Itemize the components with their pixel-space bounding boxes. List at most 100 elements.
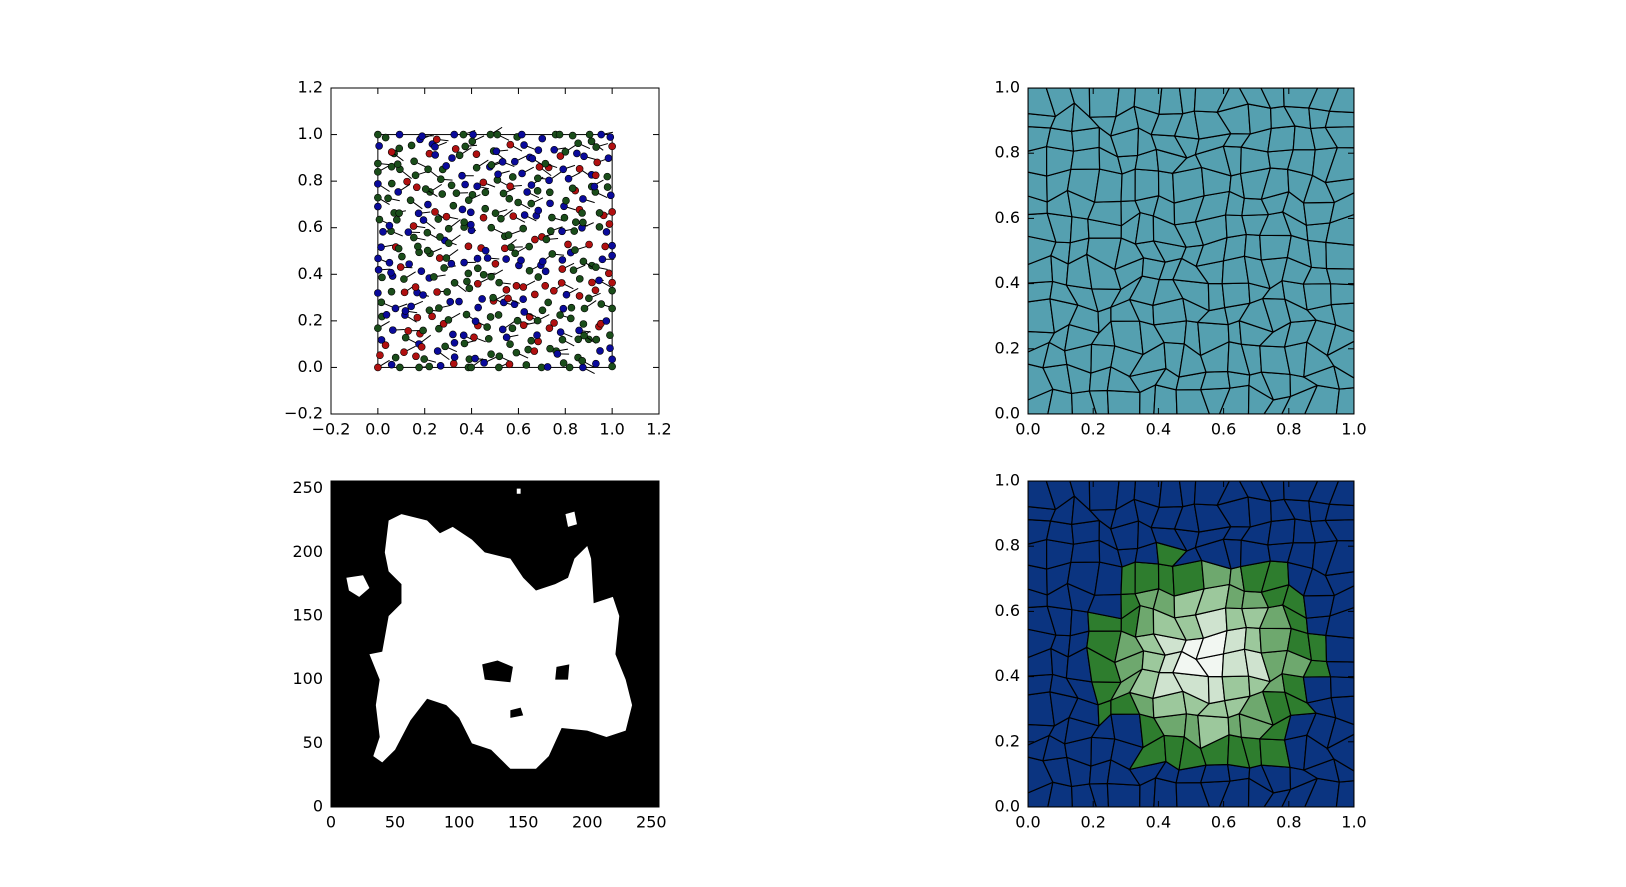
point xyxy=(559,359,568,367)
y-tick-label: 0.6 xyxy=(995,208,1020,227)
point xyxy=(465,284,474,293)
point xyxy=(483,323,491,331)
point xyxy=(579,218,587,227)
point xyxy=(447,181,456,190)
point xyxy=(527,181,536,189)
cell xyxy=(1330,302,1354,333)
cell xyxy=(1069,88,1091,119)
point xyxy=(455,151,464,160)
point xyxy=(464,196,473,204)
point xyxy=(404,327,412,335)
point xyxy=(384,194,392,203)
cell xyxy=(1307,239,1328,270)
point xyxy=(425,306,434,315)
point xyxy=(407,302,415,311)
y-tick-label: 1.2 xyxy=(298,78,323,97)
point xyxy=(564,240,572,249)
point xyxy=(608,241,616,250)
point xyxy=(528,154,537,163)
plot-area xyxy=(374,126,616,374)
x-tick-label: 150 xyxy=(508,813,539,832)
cell xyxy=(1133,88,1163,116)
point xyxy=(421,185,430,193)
point xyxy=(506,340,514,348)
cell xyxy=(1324,126,1354,149)
cell xyxy=(1307,632,1328,663)
point xyxy=(483,254,492,262)
point xyxy=(398,252,406,261)
point xyxy=(377,336,386,344)
point xyxy=(495,278,503,287)
point xyxy=(530,347,539,355)
point xyxy=(411,171,420,180)
point xyxy=(395,209,403,217)
point xyxy=(468,190,477,199)
image-mask xyxy=(346,488,633,769)
point xyxy=(387,287,396,296)
point xyxy=(538,134,547,143)
point xyxy=(608,208,616,216)
y-tick-label: 200 xyxy=(292,542,323,561)
y-tick-label: 0.0 xyxy=(995,404,1020,423)
cell xyxy=(1332,757,1354,783)
point xyxy=(393,160,402,169)
point xyxy=(575,275,584,283)
point xyxy=(533,187,542,195)
point xyxy=(446,298,455,306)
point xyxy=(498,325,507,334)
x-tick-label: 0.2 xyxy=(1080,813,1105,832)
x-tick-label: 0.2 xyxy=(412,420,437,439)
axes-frame xyxy=(1027,480,1355,808)
cell xyxy=(1329,192,1354,224)
point xyxy=(510,157,519,166)
point xyxy=(541,267,550,276)
y-tick-label: 100 xyxy=(292,669,323,688)
point xyxy=(424,200,432,209)
point xyxy=(562,196,570,205)
point xyxy=(473,254,482,263)
point xyxy=(562,290,571,299)
point xyxy=(391,304,400,313)
point xyxy=(425,362,434,371)
point xyxy=(374,159,382,168)
point xyxy=(561,147,570,156)
cell xyxy=(1134,561,1160,595)
point xyxy=(436,361,445,370)
point xyxy=(527,199,536,208)
cell xyxy=(1259,627,1292,654)
binary-image xyxy=(331,481,659,807)
point xyxy=(550,286,558,295)
point xyxy=(423,228,432,237)
point xyxy=(472,163,481,172)
point xyxy=(525,242,533,251)
point xyxy=(472,150,481,158)
point xyxy=(450,353,459,361)
x-tick-label: 0.4 xyxy=(1146,813,1171,832)
point xyxy=(387,268,395,277)
point xyxy=(430,273,438,281)
point xyxy=(432,135,441,144)
point xyxy=(524,345,532,354)
point xyxy=(394,244,403,253)
point xyxy=(434,215,443,223)
point xyxy=(418,132,426,141)
point xyxy=(410,157,418,166)
point xyxy=(389,326,397,334)
point xyxy=(550,319,558,327)
point xyxy=(527,336,536,345)
point xyxy=(575,165,584,173)
point xyxy=(450,339,459,347)
axes-frame xyxy=(1027,87,1355,415)
point xyxy=(605,269,613,278)
x-tick-label: 1.2 xyxy=(646,420,671,439)
point xyxy=(459,130,468,139)
point xyxy=(464,242,473,251)
cell xyxy=(1247,496,1272,528)
x-tick-label: 1.0 xyxy=(1341,420,1366,439)
point xyxy=(396,363,404,372)
cell xyxy=(1088,481,1120,511)
point xyxy=(519,224,527,233)
cell xyxy=(1247,103,1272,135)
point xyxy=(474,303,482,312)
point xyxy=(473,279,482,288)
